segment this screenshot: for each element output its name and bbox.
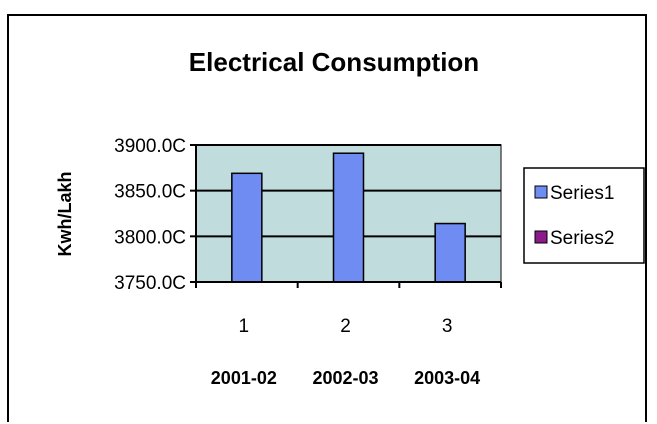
legend-label-series1: Series1 xyxy=(550,183,614,204)
y-tick-label-3: 3750.0C xyxy=(114,273,186,294)
bars-series1 xyxy=(231,152,466,283)
legend: Series1 Series2 xyxy=(523,167,645,264)
legend-label-series2: Series2 xyxy=(550,228,614,249)
y-axis-label: Kwh/Lakh xyxy=(55,171,75,256)
y-tick-label-2: 3800.0C xyxy=(114,227,186,248)
x-category-sublabel-0: 2001-02 xyxy=(211,368,277,388)
chart-title: Electrical Consumption xyxy=(189,47,479,77)
y-tick-label-0: 3900.0C xyxy=(114,136,186,157)
bar-series1-1 xyxy=(332,152,365,283)
x-category-sublabel-2: 2003-04 xyxy=(414,368,480,388)
y-axis-ticks: 3900.0C 3850.0C 3800.0C 3750.0C xyxy=(114,136,196,294)
x-axis-ticks: 1 2001-02 2 2002-03 3 2003-04 xyxy=(195,282,502,388)
y-tick-label-1: 3850.0C xyxy=(114,182,186,203)
x-category-label-2: 3 xyxy=(442,316,453,337)
legend-swatch-series1 xyxy=(534,185,548,199)
x-category-label-0: 1 xyxy=(239,316,250,337)
x-category-sublabel-1: 2002-03 xyxy=(312,368,378,388)
x-category-label-1: 2 xyxy=(340,316,351,337)
legend-swatch-series2 xyxy=(534,230,548,244)
bar-series1-2 xyxy=(434,222,466,283)
bar-series1-0 xyxy=(231,172,263,283)
legend-box xyxy=(523,167,645,264)
